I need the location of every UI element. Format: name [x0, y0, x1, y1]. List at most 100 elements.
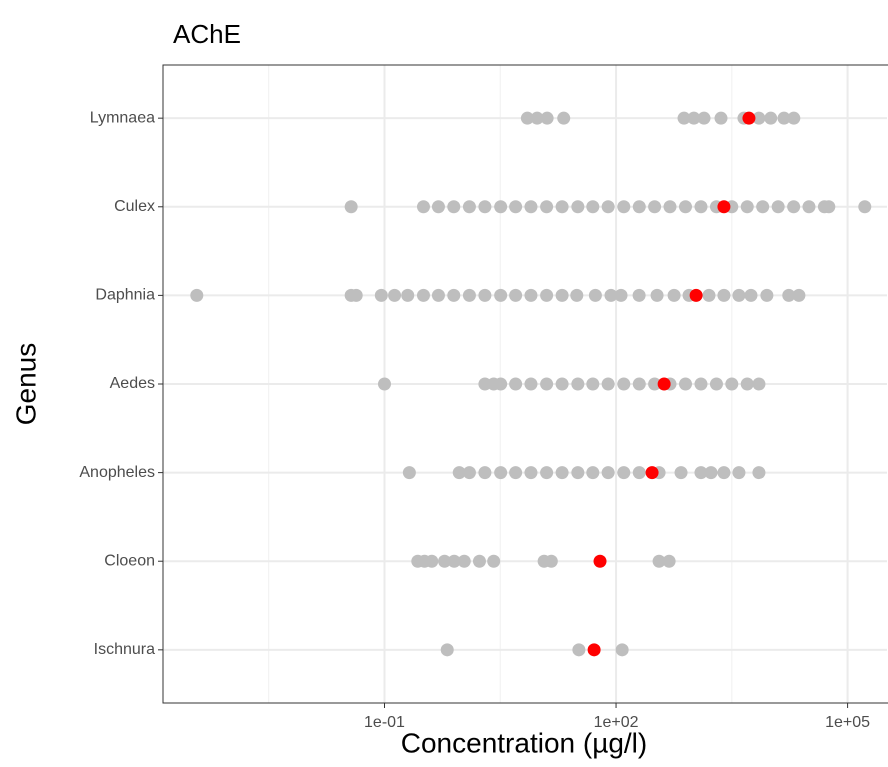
point [402, 466, 416, 480]
x-axis-title: Concentration (µg/l) [401, 727, 647, 758]
point [752, 377, 766, 391]
point [544, 554, 558, 568]
point [425, 554, 439, 568]
point [650, 288, 664, 302]
point [440, 643, 454, 657]
point [777, 111, 791, 125]
point [617, 466, 631, 480]
point [709, 377, 723, 391]
point [487, 554, 501, 568]
point [604, 288, 618, 302]
point [530, 111, 544, 125]
point [648, 377, 662, 391]
point [593, 554, 607, 568]
y-tick-label: Anopheles [79, 464, 155, 481]
point [717, 466, 731, 480]
point [601, 377, 615, 391]
point [771, 200, 785, 214]
point [617, 200, 631, 214]
point [787, 200, 801, 214]
point [742, 111, 756, 125]
point [447, 288, 461, 302]
point [524, 200, 538, 214]
point [740, 200, 754, 214]
point [714, 111, 728, 125]
point [802, 200, 816, 214]
point [667, 288, 681, 302]
point [632, 377, 646, 391]
point [717, 288, 731, 302]
point [457, 554, 471, 568]
point [756, 200, 770, 214]
point [689, 288, 703, 302]
point [571, 377, 585, 391]
point [632, 200, 646, 214]
point [648, 200, 662, 214]
point [663, 200, 677, 214]
point [388, 288, 402, 302]
point [694, 377, 708, 391]
point [732, 288, 746, 302]
point [344, 200, 358, 214]
point [520, 111, 534, 125]
point [858, 200, 872, 214]
point [674, 466, 688, 480]
point [615, 643, 629, 657]
point [617, 377, 631, 391]
point [657, 377, 671, 391]
point [557, 111, 571, 125]
point [540, 466, 554, 480]
point [586, 466, 600, 480]
y-tick-label: Culex [114, 198, 155, 215]
point [401, 288, 415, 302]
point [697, 111, 711, 125]
point [601, 200, 615, 214]
point [792, 288, 806, 302]
y-axis-title: Genus [10, 343, 41, 426]
point [509, 377, 523, 391]
point [717, 200, 731, 214]
point [509, 200, 523, 214]
point [509, 288, 523, 302]
point [509, 466, 523, 480]
point [614, 288, 628, 302]
point [462, 466, 476, 480]
point [732, 466, 746, 480]
point [524, 466, 538, 480]
y-tick-label: Aedes [110, 375, 155, 392]
point [752, 111, 766, 125]
point [431, 200, 445, 214]
point [524, 288, 538, 302]
point [678, 200, 692, 214]
point [586, 200, 600, 214]
point [632, 466, 646, 480]
x-tick-label: 1e-01 [364, 714, 405, 731]
y-tick-label: Lymnaea [90, 109, 155, 126]
point [645, 466, 659, 480]
point [740, 377, 754, 391]
y-tick-label: Daphnia [95, 287, 155, 304]
point [478, 466, 492, 480]
point [494, 200, 508, 214]
point [452, 466, 466, 480]
point [555, 288, 569, 302]
point [601, 466, 615, 480]
point [494, 288, 508, 302]
point [652, 554, 666, 568]
point [744, 288, 758, 302]
point [447, 200, 461, 214]
y-tick-label: Cloeon [104, 552, 155, 569]
point [822, 200, 836, 214]
point [438, 554, 452, 568]
point [555, 377, 569, 391]
point [478, 200, 492, 214]
chart-title: AChE [173, 19, 241, 49]
point [588, 288, 602, 302]
point [540, 288, 554, 302]
point [587, 643, 601, 657]
point [555, 200, 569, 214]
x-tick-label: 1e+05 [825, 714, 870, 731]
point [555, 466, 569, 480]
point [787, 111, 801, 125]
point [494, 466, 508, 480]
